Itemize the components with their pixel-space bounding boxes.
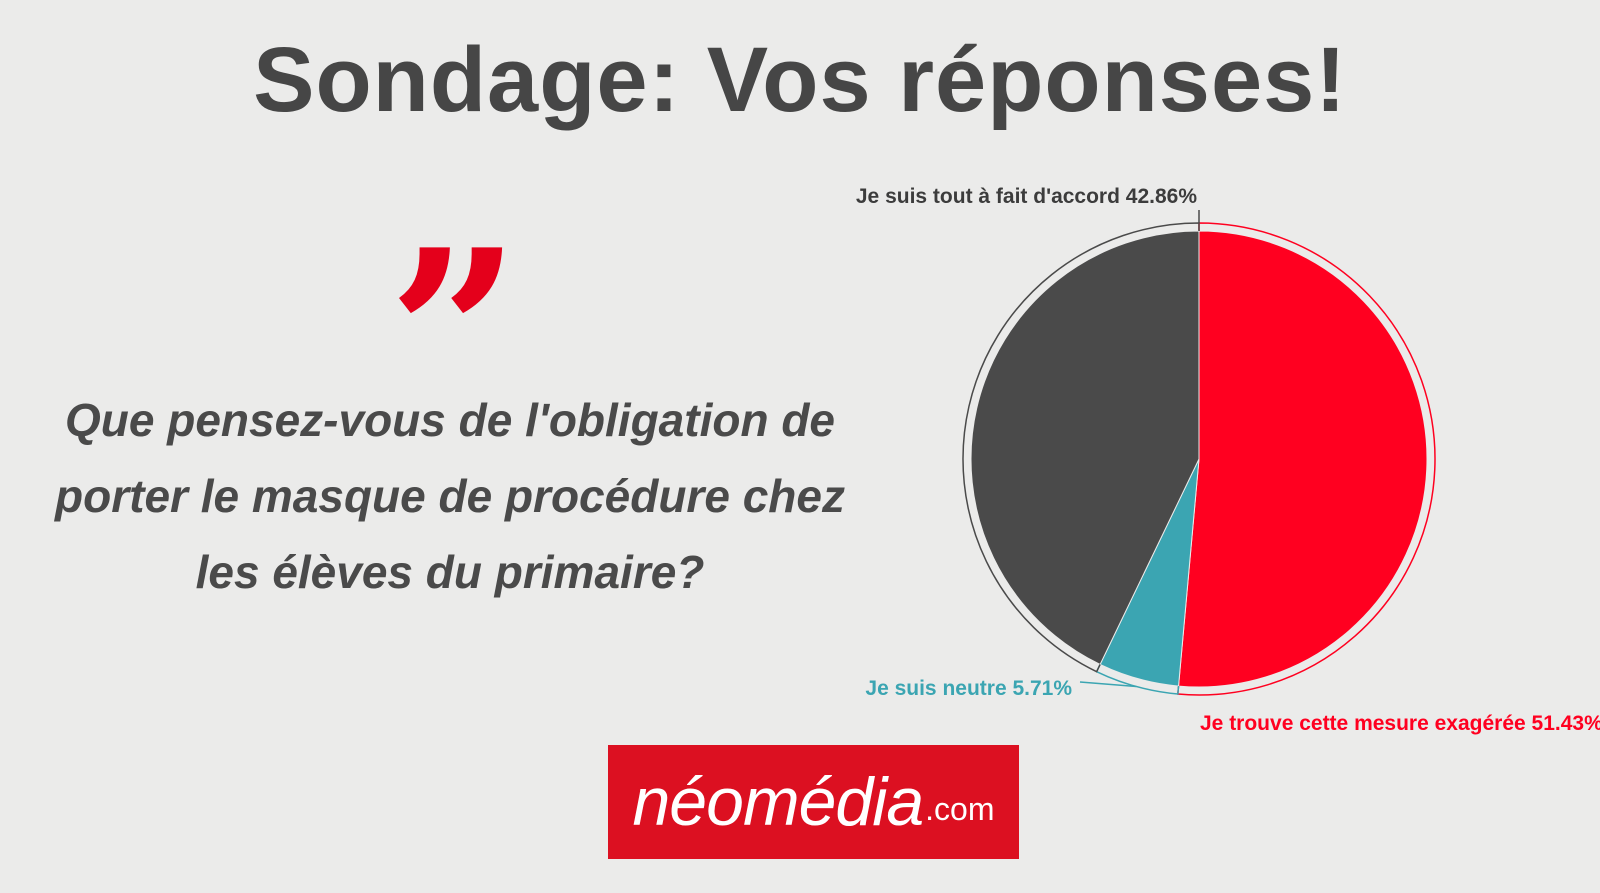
- logo-name: néomédia: [632, 764, 924, 840]
- slice-accord: [970, 230, 1200, 666]
- slice-accord-bracket: [962, 222, 1200, 673]
- slice-neutre-label: Je suis neutre 5.71%: [865, 677, 1072, 700]
- neomedia-logo: néomédia .com: [608, 745, 1019, 859]
- slice-exageree-label: Je trouve cette mesure exagérée 51.43%: [1200, 712, 1600, 735]
- slice-neutre-leader: [1079, 681, 1137, 688]
- slice-exageree-bracket: [1177, 222, 1436, 696]
- quote-mark-icon: ”: [388, 200, 521, 470]
- slice-exageree: [1177, 230, 1428, 688]
- poll-question: Que pensez-vous de l'obligation de porte…: [55, 394, 845, 598]
- slice-accord-label: Je suis tout à fait d'accord 42.86%: [856, 185, 1197, 208]
- page-title: Sondage: Vos réponses!: [253, 29, 1347, 131]
- logo-suffix: .com: [925, 790, 995, 827]
